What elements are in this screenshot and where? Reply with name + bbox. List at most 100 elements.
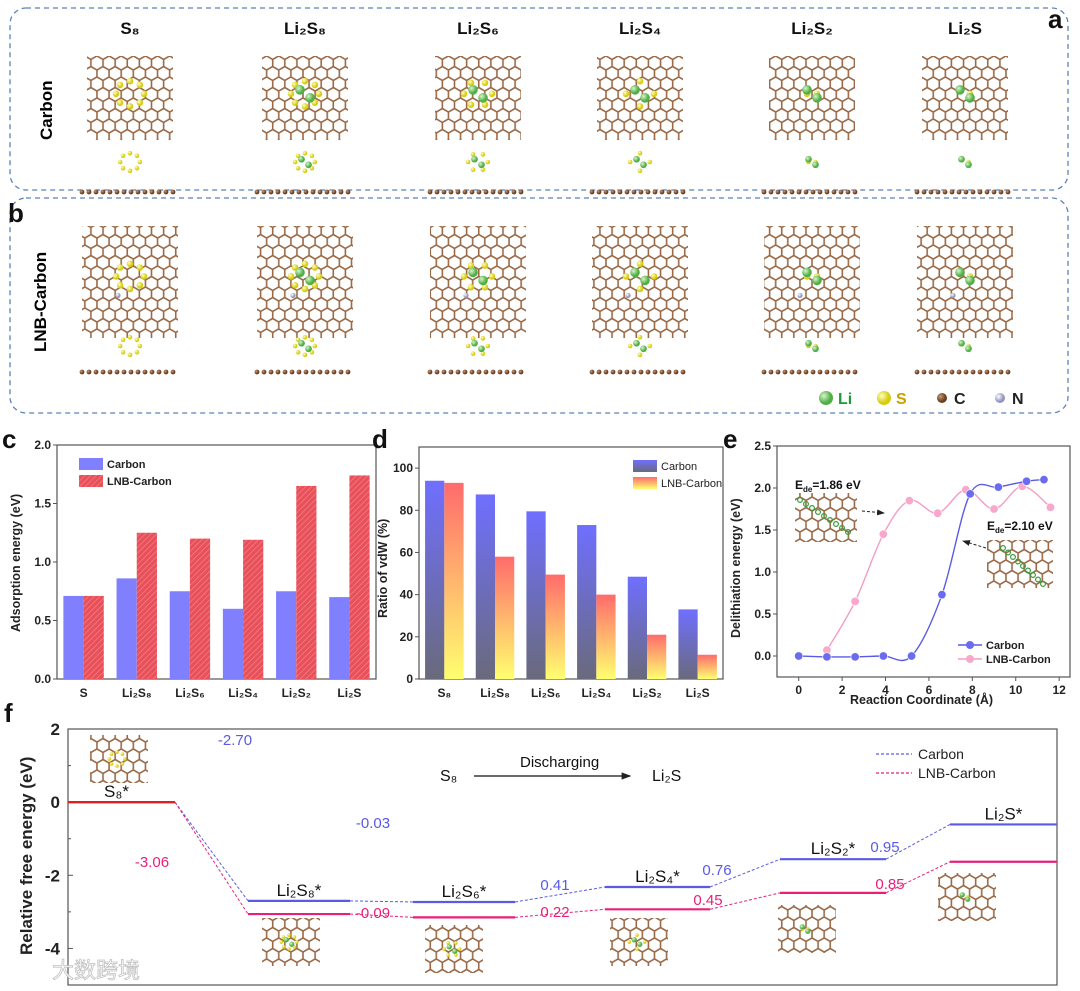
- x-tick-label: Li₂S₂: [282, 686, 311, 700]
- x-tick-label: 0: [795, 683, 802, 697]
- data-point-carbon: [907, 651, 917, 661]
- s-atom: [446, 941, 450, 945]
- s-atom: [312, 343, 318, 349]
- data-point-carbon: [822, 652, 832, 662]
- s-atom: [650, 273, 658, 280]
- bar-carbon: [63, 595, 84, 679]
- li-atom: [295, 85, 305, 95]
- s-atom: [291, 99, 299, 107]
- li-atom: [478, 93, 488, 103]
- li-atom: [298, 155, 305, 163]
- c-atom: [998, 369, 1004, 375]
- c-atom: [610, 189, 616, 195]
- c-atom: [789, 369, 795, 375]
- s-atom: [136, 282, 144, 289]
- chart-f-ylabel: Relative free energy (eV): [17, 757, 36, 955]
- li-atom: [965, 275, 975, 286]
- c-atom: [324, 189, 330, 195]
- series-line-carbon: [798, 478, 1045, 662]
- n-atom: [115, 292, 121, 299]
- step-label: Li₂S₆*: [442, 882, 487, 901]
- s-atom: [460, 273, 468, 280]
- bar-lnb-carbon: [647, 634, 667, 679]
- c-atom: [796, 369, 802, 375]
- annotation-prefix: E: [987, 519, 995, 533]
- s-atom: [136, 81, 144, 89]
- c-atom: [810, 189, 816, 195]
- inset-structure: [938, 873, 996, 921]
- inset-lattice-carbon: [987, 540, 1053, 588]
- c-atom: [937, 393, 947, 403]
- c-atom: [497, 189, 503, 195]
- c-atom: [838, 189, 844, 195]
- annotation-value: =1.86 eV: [812, 478, 860, 492]
- x-tick-label: Li₂S₂: [632, 686, 661, 700]
- c-atom: [666, 369, 672, 375]
- s-atom: [287, 933, 291, 937]
- li-atom: [799, 924, 805, 930]
- c-atom: [645, 189, 651, 195]
- bar-carbon: [678, 609, 698, 679]
- y-tick-label: 20: [400, 630, 414, 644]
- c-atom: [142, 189, 148, 195]
- bar-lnb-carbon: [545, 574, 565, 679]
- c-atom: [624, 369, 630, 375]
- data-point-carbon: [1039, 475, 1049, 485]
- c-atom: [170, 189, 176, 195]
- c-atom: [817, 369, 823, 375]
- li-atom: [805, 928, 811, 934]
- legend-swatch: [79, 458, 103, 470]
- li-atom: [640, 93, 650, 103]
- x-tick-label: 12: [1052, 683, 1066, 697]
- s-atom: [488, 90, 496, 98]
- data-point-lnb-carbon: [904, 496, 914, 506]
- li-atom: [955, 267, 965, 278]
- s-atom: [636, 77, 644, 85]
- bar-carbon: [222, 608, 244, 679]
- c-atom: [768, 189, 774, 195]
- s-atom: [117, 343, 123, 349]
- c-atom: [121, 369, 127, 375]
- li-atom: [1029, 571, 1036, 578]
- s-atom: [126, 260, 134, 268]
- y-tick-label: 2.5: [754, 439, 771, 453]
- c-atom: [949, 369, 955, 375]
- s-atom: [470, 336, 476, 341]
- scheme-from: S₈: [440, 768, 457, 785]
- s-atom: [480, 351, 486, 356]
- s-atom: [126, 285, 134, 293]
- s-atom: [134, 337, 140, 343]
- s-atom: [642, 940, 647, 944]
- data-point-carbon: [965, 489, 975, 499]
- c-atom: [511, 369, 517, 375]
- panel-a-frame: [9, 7, 1069, 191]
- li-atom: [805, 155, 812, 163]
- c-atom: [803, 369, 809, 375]
- c-atom: [914, 189, 920, 195]
- c-atom: [603, 369, 609, 375]
- c-atom: [673, 189, 679, 195]
- c-atom: [317, 189, 323, 195]
- s-atom: [136, 264, 144, 271]
- data-point-carbon: [878, 651, 888, 661]
- n-atom: [995, 393, 1005, 403]
- n-atom: [950, 292, 956, 299]
- step-energy-label: 0.85: [875, 876, 904, 893]
- structure-carbon-4: [761, 56, 858, 195]
- s-atom: [446, 953, 450, 957]
- c-atom: [254, 369, 260, 375]
- c-atom: [254, 189, 260, 195]
- s-atom: [115, 750, 119, 754]
- li-atom: [1039, 580, 1046, 587]
- x-tick-label: Li₂S₆: [175, 686, 204, 700]
- x-tick-label: Li₂S₄: [581, 686, 611, 700]
- s-atom: [647, 159, 653, 165]
- s-atom: [116, 81, 124, 89]
- y-tick-label: 0.0: [34, 672, 51, 686]
- c-atom: [310, 369, 316, 375]
- s-atom: [647, 343, 653, 349]
- s-atom: [636, 260, 644, 268]
- c-atom: [100, 369, 106, 375]
- panel-label-c: c: [2, 424, 16, 454]
- column-header: Li₂S₂: [791, 19, 833, 38]
